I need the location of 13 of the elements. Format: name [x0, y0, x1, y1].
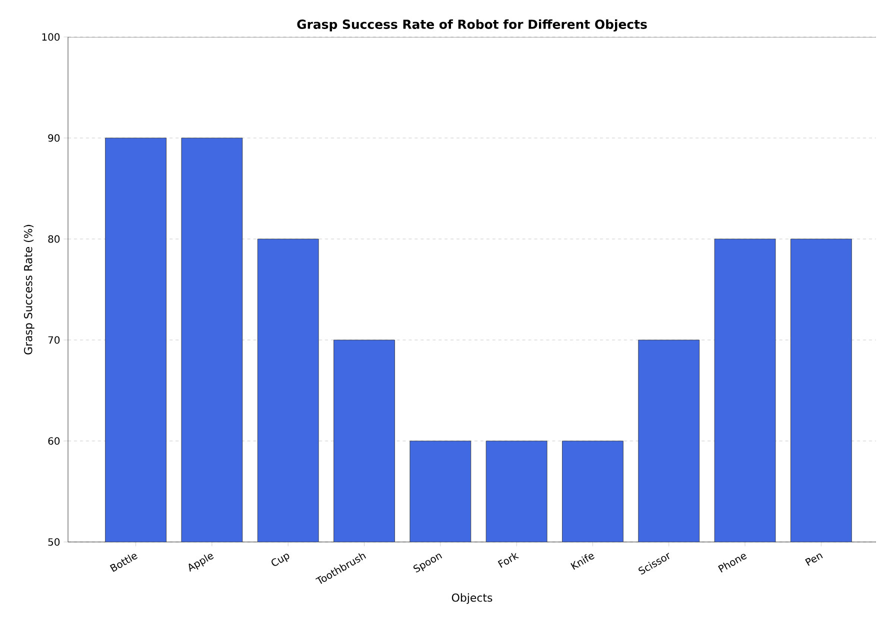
y-tick-label: 90: [48, 134, 60, 142]
x-tick-label: Fork: [498, 552, 520, 568]
x-tick-label: Cup: [272, 554, 290, 566]
y-tick-label: 70: [48, 336, 60, 344]
x-tick-label: Knife: [570, 554, 594, 570]
y-tick-label: 50: [48, 538, 60, 546]
y-tick-label: 60: [48, 437, 60, 445]
y-tick-label: 80: [48, 235, 60, 243]
chart-title: Grasp Success Rate of Robot for Different Objects: [297, 19, 647, 32]
x-axis-title: Objects: [452, 593, 492, 604]
x-tick-label: Pen: [805, 554, 823, 566]
y-axis-title: Grasp Success Rate (%): [24, 224, 34, 354]
y-tick-label: 100: [42, 33, 60, 41]
